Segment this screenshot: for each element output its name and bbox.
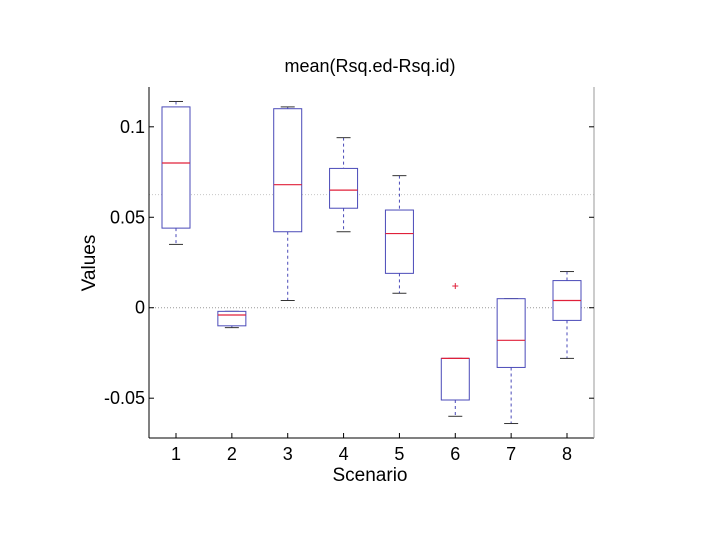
box-body-2 xyxy=(217,310,247,327)
box-body-1 xyxy=(161,106,191,229)
x-tick-label-7: 7 xyxy=(506,444,516,464)
box-body-5 xyxy=(384,209,414,274)
box-1 xyxy=(161,100,191,245)
x-tick-label-1: 1 xyxy=(171,444,181,464)
box-body-6 xyxy=(440,357,470,401)
box-3 xyxy=(273,106,303,301)
x-tick-label-2: 2 xyxy=(227,444,237,464)
box-body-3 xyxy=(273,108,303,233)
x-axis-label: Scenario xyxy=(333,465,408,486)
box-body-7 xyxy=(496,298,526,368)
box-8 xyxy=(552,271,582,359)
boxes-group xyxy=(161,100,582,425)
axes-frame xyxy=(148,87,595,439)
x-tick-label-6: 6 xyxy=(450,444,460,464)
reference-lines xyxy=(149,194,594,309)
box-7 xyxy=(496,298,526,425)
x-tick-label-3: 3 xyxy=(283,444,293,464)
y-axis-label: Values xyxy=(79,235,100,292)
outlier-6-1 xyxy=(452,283,459,290)
y-tick-label-3: 0.1 xyxy=(120,117,145,137)
box-4 xyxy=(329,137,359,233)
y-tick-labels: -0.05 0 0.05 0.1 xyxy=(104,117,594,408)
x-tick-labels: 1 2 3 4 5 6 7 8 xyxy=(171,433,572,464)
box-5 xyxy=(384,175,414,294)
box-2 xyxy=(217,310,247,329)
y-tick-label-2: 0.05 xyxy=(110,207,145,227)
x-tick-label-4: 4 xyxy=(339,444,349,464)
chart-title: mean(Rsq.ed-Rsq.id) xyxy=(284,56,455,76)
x-tick-label-8: 8 xyxy=(562,444,572,464)
y-tick-label-1: 0 xyxy=(135,298,145,318)
x-tick-label-5: 5 xyxy=(394,444,404,464)
box-6 xyxy=(440,283,470,417)
y-tick-label-0: -0.05 xyxy=(104,388,145,408)
box-body-4 xyxy=(329,167,359,209)
